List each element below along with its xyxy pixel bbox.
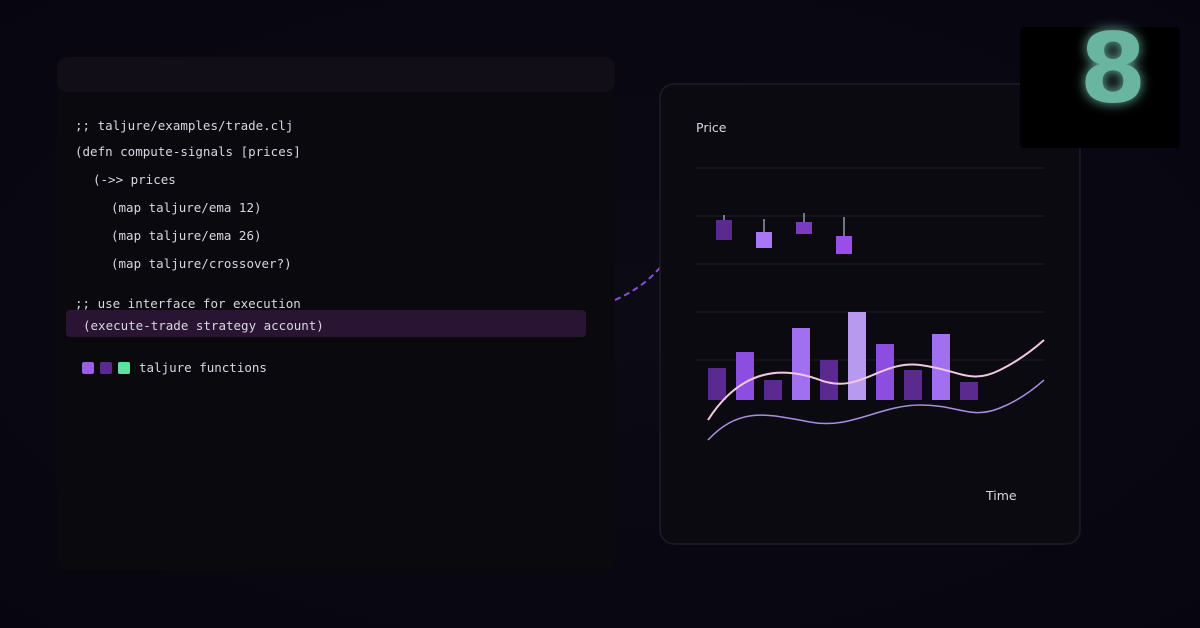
code-header: [57, 57, 615, 92]
code-line: (map taljure/crossover?): [111, 256, 292, 271]
badge-number: 8: [1080, 12, 1147, 124]
y-axis-label: Price: [696, 120, 727, 135]
code-line: ;; taljure/examples/trade.clj: [75, 118, 293, 133]
code-line: (map taljure/ema 26): [111, 228, 262, 243]
chart-panel: [659, 83, 1081, 545]
line-a: [707, 339, 1045, 421]
x-axis-label: Time: [985, 488, 1017, 503]
highlight-code: (execute-trade strategy account): [83, 318, 324, 333]
badge-box: [1020, 27, 1180, 148]
code-line: (map taljure/ema 12): [111, 200, 262, 215]
code-line: ;; use interface for execution: [75, 296, 301, 311]
legend-text: taljure functions: [139, 360, 267, 375]
legend-swatch: [82, 362, 94, 374]
code-lines: ;; taljure/examples/trade.clj (defn compu…: [75, 118, 301, 311]
bars: [708, 312, 978, 400]
legend-swatch: [118, 362, 130, 374]
code-line: (defn compute-signals [prices]: [75, 144, 301, 159]
code-line: (->> prices: [93, 172, 176, 187]
line-b: [707, 379, 1045, 441]
candles: [716, 213, 852, 254]
highlight-row: [66, 310, 586, 337]
legend-swatch: [100, 362, 112, 374]
